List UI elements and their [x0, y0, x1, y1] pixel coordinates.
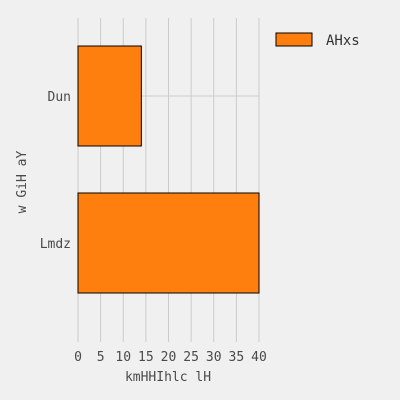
y-tick-label: Lmdz: [40, 237, 71, 252]
legend-label: AHxs: [326, 33, 360, 49]
x-tick-label: 5: [97, 350, 105, 365]
y-tick-labels: Dun Lmdz: [40, 90, 71, 252]
bar-dun: [77, 45, 142, 147]
y-axis-label: w GiH aY: [15, 151, 30, 214]
x-tick-label: 0: [74, 350, 82, 365]
y-tick-label: Dun: [48, 90, 71, 105]
legend: AHxs: [275, 32, 360, 49]
x-tick-label: 15: [138, 350, 154, 365]
x-tick-label: 30: [206, 350, 222, 365]
x-tick-labels: 0 5 10 15 20 25 30 35 40: [74, 350, 267, 365]
x-tick-label: 40: [251, 350, 267, 365]
x-axis-label: kmHHIhlc lH: [125, 370, 211, 385]
x-tick-label: 25: [183, 350, 199, 365]
x-tick-label: 10: [115, 350, 131, 365]
bar-lmdz: [77, 192, 260, 294]
legend-swatch: [275, 32, 313, 47]
x-tick-label: 20: [161, 350, 177, 365]
x-tick-label: 35: [229, 350, 245, 365]
bars: [77, 45, 260, 294]
